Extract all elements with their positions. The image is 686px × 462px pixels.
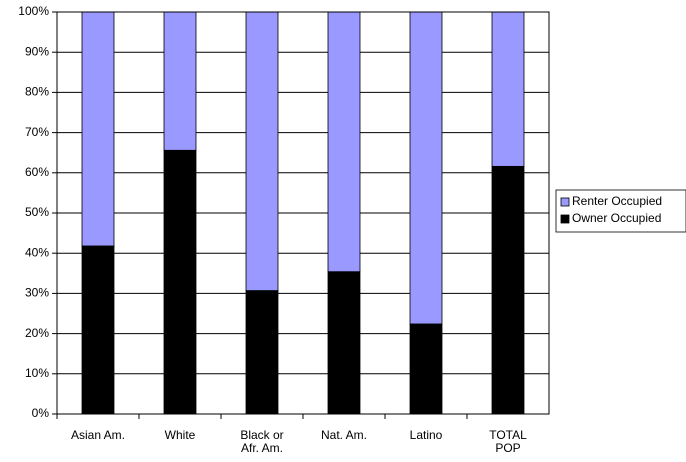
bar-segment	[245, 290, 279, 415]
legend-label: Owner Occupied	[572, 211, 661, 225]
y-tick-label: 0%	[32, 406, 50, 420]
x-tick-label: Latino	[409, 428, 443, 442]
bar-segment	[163, 11, 197, 151]
x-tick-label: Asian Am.	[70, 428, 126, 442]
y-tick-label: 10%	[25, 366, 49, 380]
bar-segment	[81, 245, 115, 415]
y-tick-label: 90%	[25, 44, 49, 58]
legend-label: Renter Occupied	[572, 194, 662, 208]
bar-segment	[163, 149, 197, 415]
y-tick-label: 80%	[25, 85, 49, 99]
y-tick-label: 20%	[25, 326, 49, 340]
bar-segment	[327, 11, 361, 273]
x-tick-label: TOTAL POP	[489, 428, 527, 455]
bar-segment	[327, 271, 361, 415]
y-tick-label: 40%	[25, 245, 49, 259]
x-tick-label: White	[164, 428, 196, 442]
legend-swatch	[560, 214, 570, 224]
y-tick-label: 30%	[25, 286, 49, 300]
y-tick-label: 100%	[18, 4, 49, 18]
bar-segment	[81, 11, 115, 247]
x-tick-label: Black or Afr. Am.	[240, 428, 284, 455]
y-tick-label: 60%	[25, 165, 49, 179]
y-tick-label: 50%	[25, 205, 49, 219]
legend-box	[555, 189, 686, 233]
bar-segment	[409, 323, 443, 415]
bar-segment	[245, 11, 279, 291]
bar-segment	[409, 11, 443, 325]
plot-border	[56, 11, 550, 415]
bar-segment	[491, 165, 525, 415]
y-tick-label: 70%	[25, 125, 49, 139]
x-tick-label: Nat. Am.	[320, 428, 367, 442]
legend-swatch	[560, 197, 570, 207]
bar-segment	[491, 11, 525, 167]
